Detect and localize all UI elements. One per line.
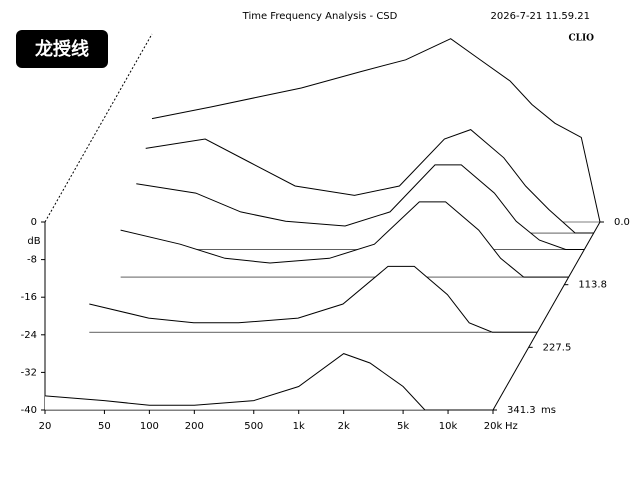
y-axis-label: dB (27, 236, 40, 247)
y-tick-label: -32 (21, 367, 37, 378)
x-tick-label: 2k (338, 421, 350, 432)
t-tick-label: 0.0 (614, 217, 630, 228)
x-tick-label: 5k (397, 421, 409, 432)
slice-fill (120, 201, 569, 278)
x-tick-label: 1k (293, 421, 305, 432)
y-tick-label: -16 (21, 292, 37, 303)
t-tick-label: 113.8 (578, 280, 607, 291)
y-tick-label: -40 (21, 405, 37, 416)
slice-curve (120, 201, 569, 278)
slice-curve (145, 129, 594, 234)
y-tick-label: 0 (31, 217, 37, 228)
x-tick-label: 20k (484, 421, 503, 432)
y-tick-label: -8 (27, 255, 37, 266)
timestamp: 2026-7-21 11.59.21 (491, 11, 590, 22)
badge-bg (16, 30, 108, 68)
x-tick-label: 50 (98, 421, 111, 432)
x-tick-label: 500 (244, 421, 263, 432)
t-tick-label: 227.5 (543, 342, 572, 353)
chart-title: Time Frequency Analysis - CSD (242, 11, 398, 22)
y-tick-label: -24 (21, 330, 37, 341)
badge: 龙授线 (35, 38, 89, 60)
x-tick-label: 200 (185, 421, 204, 432)
slice-fill (89, 266, 538, 333)
x-tick-label: 100 (140, 421, 159, 432)
depth-axis (492, 221, 601, 411)
brand: CLIO (568, 34, 594, 44)
depth-edge (44, 33, 153, 223)
x-tick-label: 10k (439, 421, 458, 432)
x-tick-label: 20 (39, 421, 52, 432)
t-tick-label: 341.3 (507, 405, 536, 416)
slice-curve (89, 265, 538, 333)
slice-fill (45, 353, 493, 410)
slice-curve (151, 38, 601, 223)
t-unit: ms (541, 405, 556, 416)
slice-curve (136, 164, 585, 250)
slice-curve (44, 353, 493, 411)
x-unit: Hz (505, 421, 518, 432)
